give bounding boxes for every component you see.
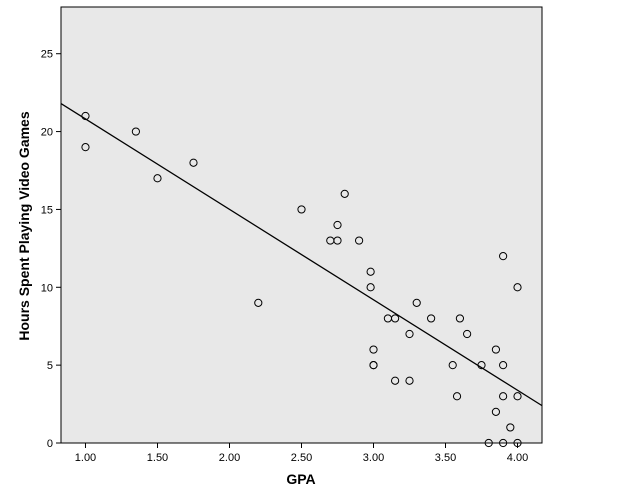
data-point <box>427 314 436 323</box>
data-point <box>484 438 493 448</box>
data-point <box>405 329 414 339</box>
data-point <box>369 345 378 354</box>
x-tick-label: 2.00 <box>219 452 240 464</box>
data-point <box>297 205 306 214</box>
data-point <box>355 236 364 245</box>
x-tick-label: 1.50 <box>147 452 168 464</box>
y-tick-label: 0 <box>47 438 53 450</box>
data-point <box>369 361 378 370</box>
data-point <box>153 174 162 183</box>
plot-background <box>60 6 543 444</box>
data-point <box>189 158 198 167</box>
data-point <box>499 438 508 448</box>
data-point <box>491 407 501 416</box>
data-point <box>513 283 522 292</box>
data-point <box>513 438 522 448</box>
data-point <box>391 314 400 323</box>
fit-line <box>60 102 543 407</box>
data-point <box>491 345 501 354</box>
y-tick-label: 10 <box>41 282 53 294</box>
data-point <box>513 392 522 401</box>
x-tick-label: 1.00 <box>75 452 96 464</box>
data-point <box>448 361 457 370</box>
x-axis-title: GPA <box>286 471 315 487</box>
data-point <box>452 392 462 401</box>
data-point <box>81 143 90 152</box>
data-point <box>499 361 508 370</box>
data-point <box>131 127 140 136</box>
y-tick-label: 25 <box>41 49 53 61</box>
x-tick-label: 3.00 <box>363 452 384 464</box>
y-tick-label: 5 <box>47 360 53 372</box>
y-tick-label: 20 <box>41 127 53 139</box>
y-axis: 0 5 10 15 20 25 <box>41 49 61 450</box>
data-point <box>477 361 486 370</box>
data-point <box>463 329 472 339</box>
fit-line-group <box>60 102 543 407</box>
data-point <box>506 423 515 432</box>
data-point <box>366 283 375 292</box>
data-point <box>499 252 508 261</box>
data-point <box>455 314 465 323</box>
data-point <box>405 376 414 385</box>
y-axis-title: Hours Spent Playing Video Games <box>16 111 32 340</box>
x-tick-label: 2.50 <box>291 452 312 464</box>
y-tick-label: 15 <box>41 204 53 216</box>
data-point <box>340 189 349 198</box>
data-point <box>81 111 90 121</box>
data-point <box>391 376 400 385</box>
data-point <box>333 220 342 230</box>
data-point <box>499 392 508 401</box>
data-point <box>254 298 263 307</box>
data-point <box>366 267 375 276</box>
data-point <box>333 236 342 245</box>
data-point <box>412 298 421 307</box>
data-points <box>81 111 522 448</box>
x-tick-label: 4.00 <box>507 452 528 464</box>
x-tick-label: 3.50 <box>435 452 456 464</box>
x-axis: 1.00 1.50 2.00 2.50 3.00 3.50 4.00 <box>75 443 528 464</box>
